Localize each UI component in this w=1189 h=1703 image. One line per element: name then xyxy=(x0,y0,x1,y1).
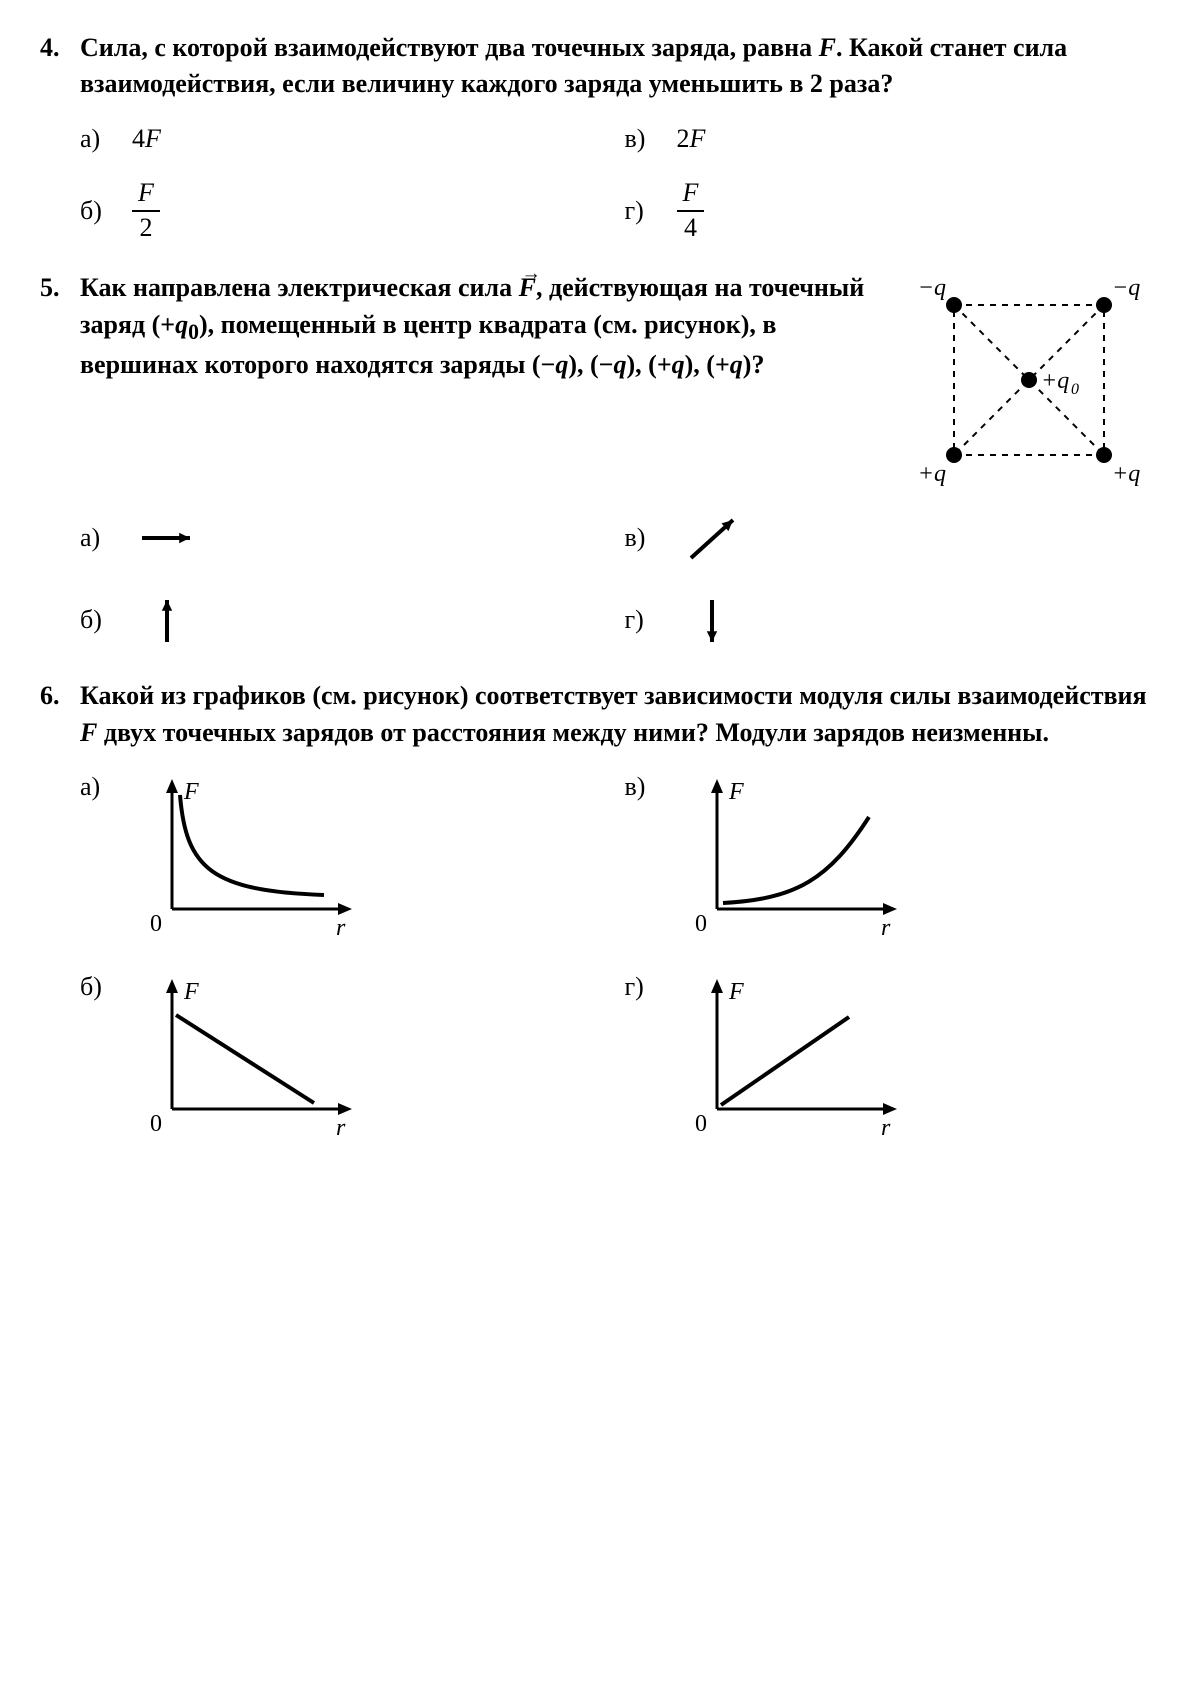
fraction: F 4 xyxy=(677,179,705,242)
subscript: 0 xyxy=(188,320,199,344)
symbol-F: F xyxy=(80,718,97,747)
option-letter: в) xyxy=(625,121,663,157)
option-value: 2F xyxy=(677,121,706,157)
graphs-grid: а) 0 Fr в) 0 Fr б) 0 Fr г) 0 Fr xyxy=(80,769,1149,1139)
arrow-down-icon xyxy=(677,590,747,650)
svg-text:r: r xyxy=(881,1115,891,1139)
question-5: 5. Как направлена электрическая сила F, … xyxy=(40,270,1149,650)
option-letter: в) xyxy=(625,769,663,805)
option-letter: б) xyxy=(80,602,118,638)
option-letter: б) xyxy=(80,969,118,1005)
option-a: а) 0 Fr xyxy=(80,769,605,939)
svg-text:0: 0 xyxy=(150,911,162,937)
symbol-q: q xyxy=(730,350,743,379)
question-text: Какой из графиков (см. рисунок) соответс… xyxy=(80,678,1149,751)
option-b: б) F 2 xyxy=(80,179,605,242)
graph-inverse: 0 Fr xyxy=(132,769,362,939)
symbol-q: q xyxy=(555,350,568,379)
text-part: Как направлена электрическая сила xyxy=(80,273,519,302)
option-value: 4F xyxy=(132,121,161,157)
option-letter: а) xyxy=(80,121,118,157)
question-4: 4. Сила, с которой взаимодействуют два т… xyxy=(40,30,1149,242)
option-letter: в) xyxy=(625,520,663,556)
option-letter: г) xyxy=(625,602,663,638)
graph-linear-down: 0 Fr xyxy=(132,969,362,1139)
svg-text:−q: −q xyxy=(1112,275,1140,301)
symbol-q: q xyxy=(672,350,685,379)
svg-text:+q: +q xyxy=(1041,368,1069,394)
arrow-up-icon xyxy=(132,590,202,650)
svg-text:0: 0 xyxy=(695,911,707,937)
text-part: ), (− xyxy=(568,350,613,379)
option-letter: а) xyxy=(80,520,118,556)
option-letter: а) xyxy=(80,769,118,805)
question-text: Сила, с которой взаимодействуют два точе… xyxy=(80,30,1149,103)
options-grid: а) 4F в) 2F б) F 2 г) F 4 xyxy=(80,121,1149,243)
text-part: )? xyxy=(743,350,765,379)
text-part: двух точечных зарядов от расстояния межд… xyxy=(97,718,1049,747)
svg-text:F: F xyxy=(183,979,199,1005)
question-number: 6. xyxy=(40,678,80,714)
question-6: 6. Какой из графиков (см. рисунок) соотв… xyxy=(40,678,1149,1139)
option-v: в) 2F xyxy=(625,121,1150,157)
option-g: г) F 4 xyxy=(625,179,1150,242)
option-v: в) 0 Fr xyxy=(625,769,1150,939)
text-part: Сила, с которой взаимодействуют два точе… xyxy=(80,33,819,62)
svg-text:0: 0 xyxy=(695,1111,707,1137)
option-g: г) xyxy=(625,590,1150,650)
svg-text:F: F xyxy=(183,779,199,805)
svg-text:−q: −q xyxy=(918,275,946,301)
question-number: 5. xyxy=(40,270,80,306)
vector-F: F xyxy=(519,270,536,306)
options-grid: а) в) б) г) xyxy=(80,508,1149,650)
arrow-upright-icon xyxy=(677,508,747,568)
fraction: F 2 xyxy=(132,179,160,242)
svg-text:r: r xyxy=(881,915,891,939)
option-g: г) 0 Fr xyxy=(625,969,1150,1139)
svg-text:0: 0 xyxy=(1071,381,1079,398)
svg-text:F: F xyxy=(728,979,744,1005)
option-b: б) 0 Fr xyxy=(80,969,605,1139)
text-part: ), (+ xyxy=(627,350,672,379)
svg-text:+q: +q xyxy=(918,461,946,487)
text-part: ), (+ xyxy=(685,350,730,379)
option-b: б) xyxy=(80,590,605,650)
svg-text:+q: +q xyxy=(1112,461,1140,487)
symbol-F: F xyxy=(819,33,836,62)
option-letter: г) xyxy=(625,969,663,1005)
symbol-q: q xyxy=(614,350,627,379)
svg-text:r: r xyxy=(336,1115,346,1139)
option-letter: б) xyxy=(80,193,118,229)
text-part: Какой из графиков (см. рисунок) соответс… xyxy=(80,681,1147,710)
charge-square-figure: −q−q+q+q+q0 xyxy=(909,270,1149,490)
graph-exp-up: 0 Fr xyxy=(677,769,907,939)
graph-linear-up: 0 Fr xyxy=(677,969,907,1139)
question-text: Как направлена электрическая сила F, дей… xyxy=(80,270,889,383)
question-number: 4. xyxy=(40,30,80,66)
option-v: в) xyxy=(625,508,1150,568)
option-a: а) xyxy=(80,508,605,568)
option-letter: г) xyxy=(625,193,663,229)
svg-text:r: r xyxy=(336,915,346,939)
svg-text:0: 0 xyxy=(150,1111,162,1137)
option-a: а) 4F xyxy=(80,121,605,157)
arrow-right-icon xyxy=(132,508,202,568)
svg-text:F: F xyxy=(728,779,744,805)
symbol-q: q xyxy=(175,310,188,339)
